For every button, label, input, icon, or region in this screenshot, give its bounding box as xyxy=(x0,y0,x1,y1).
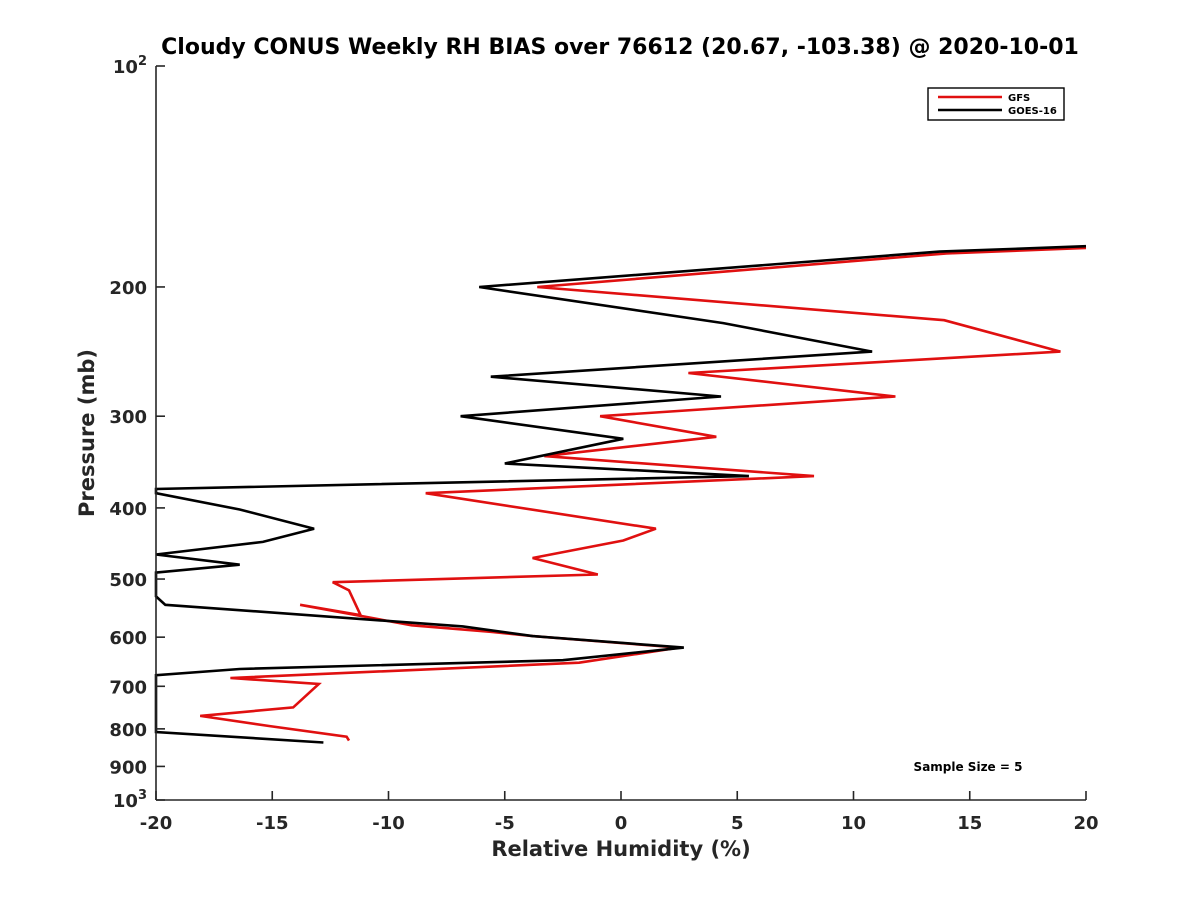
y-tick-label: 500 xyxy=(109,570,147,591)
sample-size-annotation: Sample Size = 5 xyxy=(914,760,1023,774)
x-ticks: -20 -15 -10 -5 0 5 10 15 20 xyxy=(140,791,1099,834)
y-tick-label: 600 xyxy=(109,628,147,649)
x-tick-label: 20 xyxy=(1073,813,1098,834)
chart-title: Cloudy CONUS Weekly RH BIAS over 76612 (… xyxy=(161,35,1079,60)
x-tick-label: 0 xyxy=(615,813,628,834)
series-line-gfs xyxy=(200,246,1087,742)
x-tick-label: 10 xyxy=(841,813,866,834)
y-axis-label: Pressure (mb) xyxy=(75,349,99,517)
legend-label-gfs: GFS xyxy=(1008,93,1030,104)
y-tick-label: 700 xyxy=(109,677,147,698)
legend: GFS GOES-16 xyxy=(927,87,1065,121)
x-axis-label: Relative Humidity (%) xyxy=(491,837,750,861)
x-tick-label: 5 xyxy=(731,813,744,834)
x-tick-label: -15 xyxy=(256,813,289,834)
legend-box xyxy=(927,87,1065,121)
series-line-goes16 xyxy=(154,244,1087,744)
y-tick-label: 102 xyxy=(113,54,147,78)
y-tick-label: 200 xyxy=(109,278,147,299)
y-tick-label: 900 xyxy=(109,757,147,778)
y-tick-label: 300 xyxy=(109,407,147,428)
y-tick-label: 400 xyxy=(109,499,147,520)
x-tick-label: -5 xyxy=(495,813,515,834)
x-tick-label: -20 xyxy=(140,813,173,834)
series-layer xyxy=(154,244,1087,744)
y-tick-label: 800 xyxy=(109,720,147,741)
x-tick-label: -10 xyxy=(372,813,405,834)
x-tick-label: 15 xyxy=(957,813,982,834)
legend-label-goes16: GOES-16 xyxy=(1008,106,1057,117)
y-ticks: 102 200 300 400 500 600 700 800 900 103 xyxy=(109,54,165,812)
y-tick-label: 103 xyxy=(113,788,147,812)
